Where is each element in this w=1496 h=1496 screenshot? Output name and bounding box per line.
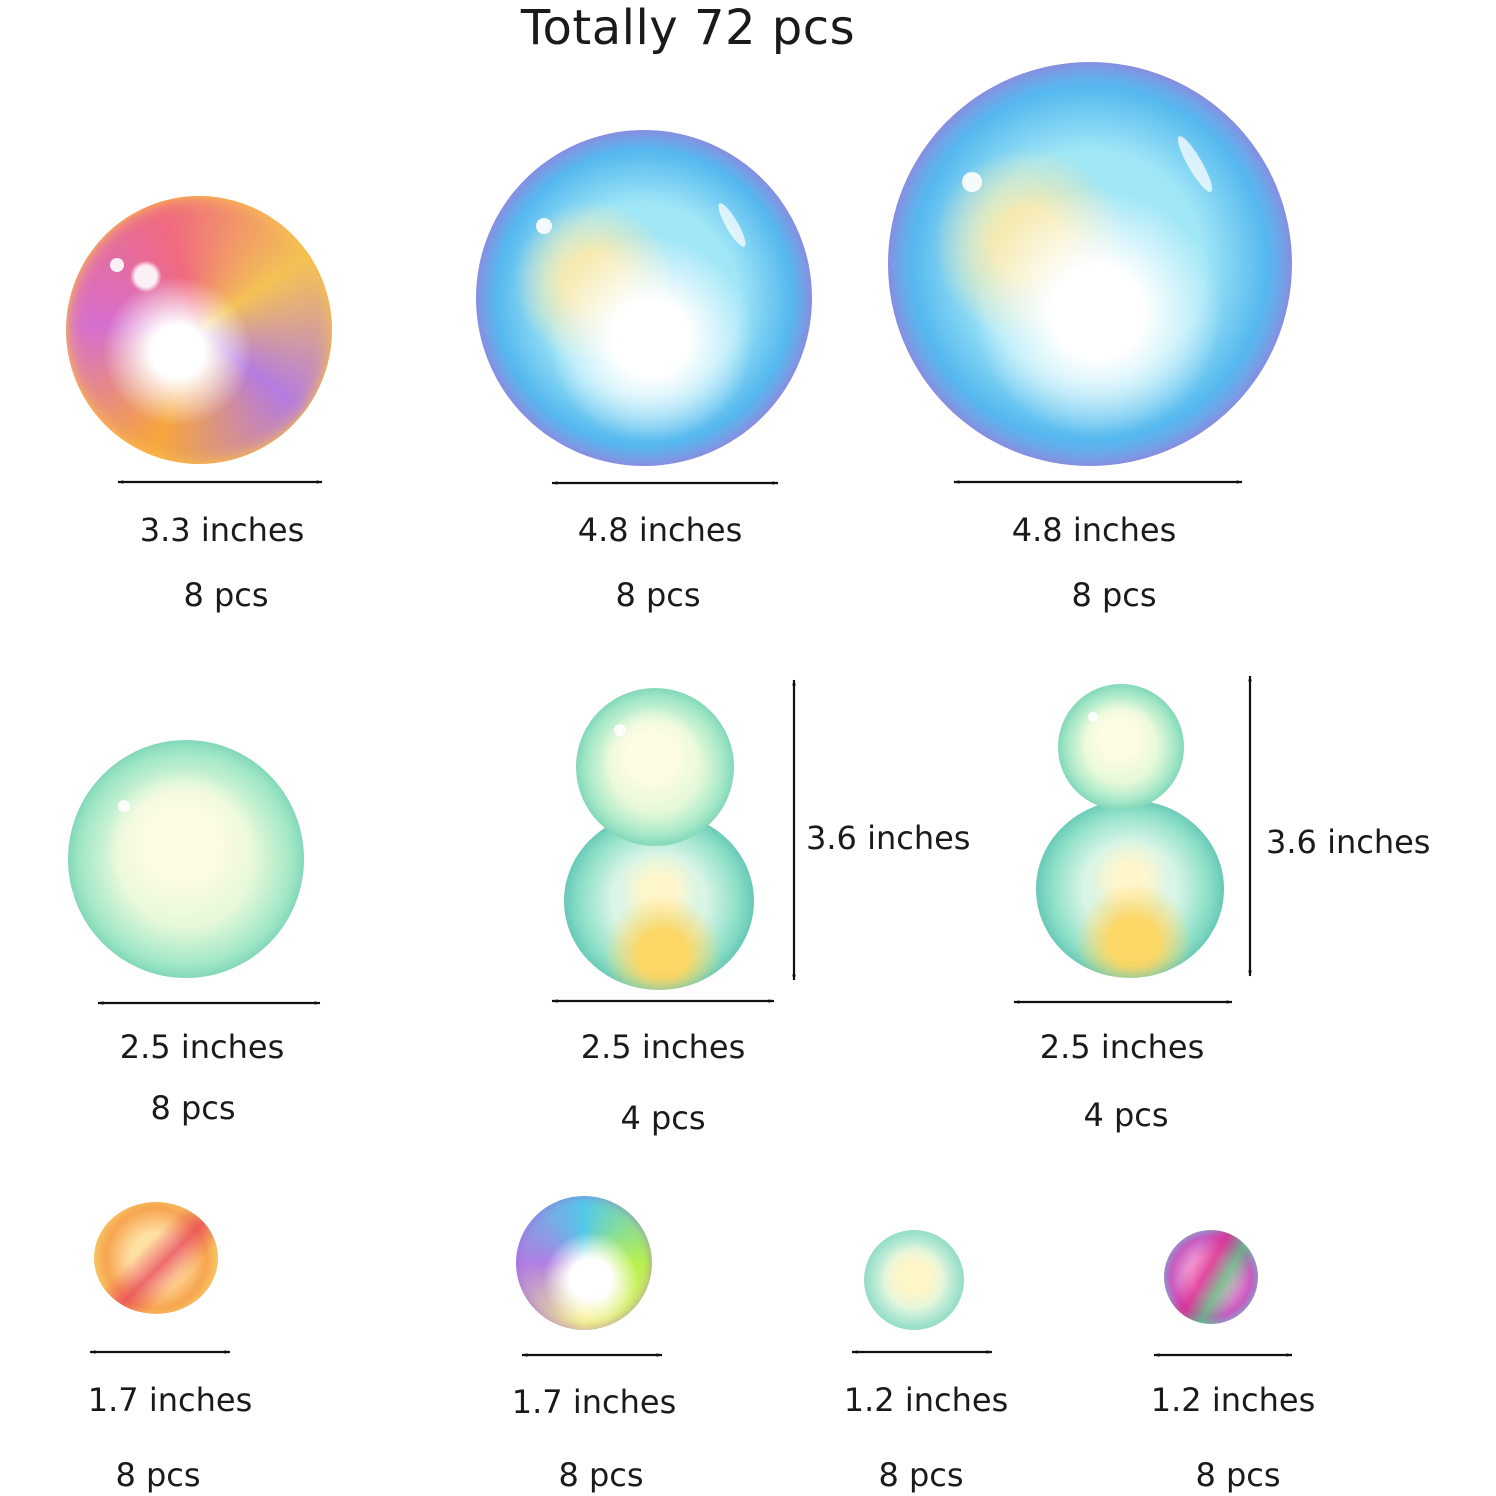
- height-label-6: 3.6 inches: [1266, 823, 1431, 861]
- bubble-6-lower-image: [1036, 800, 1224, 978]
- count-label-8: 8 pcs: [558, 1456, 644, 1494]
- bubble-10-image: [1164, 1230, 1258, 1324]
- bubble-7-image: [94, 1202, 218, 1314]
- size-label-4: 2.5 inches: [119, 1028, 285, 1066]
- size-label-1: 3.3 inches: [139, 511, 305, 549]
- count-label-10: 8 pcs: [1195, 1456, 1281, 1494]
- size-label-2: 4.8 inches: [577, 511, 743, 549]
- count-label-5: 4 pcs: [620, 1099, 706, 1137]
- page-title: Totally 72 pcs: [520, 0, 856, 56]
- size-label-8: 1.7 inches: [511, 1383, 677, 1421]
- size-label-7: 1.7 inches: [87, 1381, 253, 1419]
- bubble-5-upper-image: [576, 688, 734, 846]
- count-label-3: 8 pcs: [1071, 576, 1157, 614]
- count-label-2: 8 pcs: [615, 576, 701, 614]
- bubble-1-image: [66, 196, 332, 464]
- bubble-4-image: [68, 740, 304, 978]
- bubble-8-image: [516, 1196, 652, 1330]
- size-label-10: 1.2 inches: [1150, 1381, 1316, 1419]
- count-label-9: 8 pcs: [878, 1456, 964, 1494]
- size-label-6: 2.5 inches: [1039, 1028, 1205, 1066]
- count-label-7: 8 pcs: [115, 1456, 201, 1494]
- size-label-3: 4.8 inches: [1011, 511, 1177, 549]
- count-label-4: 8 pcs: [150, 1089, 236, 1127]
- bubble-9-image: [864, 1230, 964, 1330]
- bubble-3-image: [888, 62, 1292, 466]
- bubble-6-upper-image: [1058, 684, 1184, 810]
- size-label-5: 2.5 inches: [580, 1028, 746, 1066]
- bubble-2-image: [476, 130, 812, 466]
- count-label-1: 8 pcs: [183, 576, 269, 614]
- count-label-6: 4 pcs: [1083, 1096, 1169, 1134]
- height-label-5: 3.6 inches: [806, 819, 971, 857]
- size-label-9: 1.2 inches: [843, 1381, 1009, 1419]
